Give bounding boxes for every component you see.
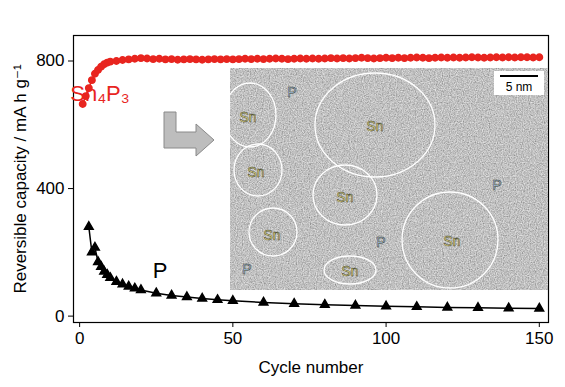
svg-text:400: 400 [36, 179, 64, 198]
svg-text:800: 800 [36, 51, 64, 70]
svg-text:5 nm: 5 nm [506, 80, 533, 94]
svg-text:Sn: Sn [341, 263, 358, 279]
svg-text:P: P [492, 177, 501, 193]
svg-text:Sn: Sn [239, 109, 256, 125]
svg-text:Sn: Sn [247, 164, 264, 180]
svg-text:P: P [153, 258, 168, 283]
svg-text:Reversible capacity / mA h g⁻¹: Reversible capacity / mA h g⁻¹ [11, 64, 30, 293]
svg-text:Sn: Sn [336, 189, 353, 205]
svg-text:0: 0 [75, 329, 84, 348]
svg-text:150: 150 [525, 329, 553, 348]
svg-text:P: P [242, 261, 251, 277]
svg-text:Sn: Sn [443, 233, 460, 249]
svg-text:50: 50 [223, 329, 242, 348]
svg-text:100: 100 [372, 329, 400, 348]
svg-text:Sn: Sn [263, 227, 280, 243]
svg-text:0: 0 [55, 307, 64, 326]
svg-text:Sn: Sn [366, 118, 383, 134]
svg-text:P: P [376, 234, 385, 250]
svg-text:Sn₄P₃: Sn₄P₃ [70, 81, 130, 106]
svg-text:P: P [287, 84, 296, 100]
svg-text:Cycle number: Cycle number [259, 358, 364, 377]
